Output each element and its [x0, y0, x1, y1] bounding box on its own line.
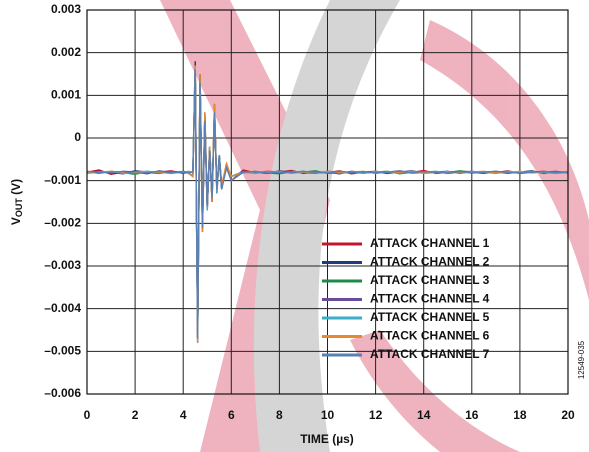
- x-tick-label: 14: [417, 408, 431, 422]
- y-tick-label: –0.003: [44, 258, 81, 272]
- watermark: [160, 0, 589, 452]
- x-tick-label: 4: [180, 408, 187, 422]
- y-tick-label: –0.002: [44, 216, 81, 230]
- legend-label: ATTACK CHANNEL 2: [370, 255, 490, 269]
- y-tick-label: 0: [74, 130, 81, 144]
- y-label-unit: (V): [9, 179, 23, 198]
- y-label-sub: OUT: [14, 198, 24, 218]
- x-tick-label: 6: [228, 408, 235, 422]
- y-tick-label: –0.005: [44, 344, 81, 358]
- x-axis-label: TIME (µs): [300, 432, 354, 446]
- y-tick-label: –0.004: [44, 301, 81, 315]
- y-tick-label: 0.003: [51, 2, 81, 16]
- y-tick-label: 0.002: [51, 45, 81, 59]
- legend-label: ATTACK CHANNEL 5: [370, 310, 490, 324]
- x-tick-label: 10: [321, 408, 335, 422]
- x-tick-label: 2: [132, 408, 139, 422]
- legend-label: ATTACK CHANNEL 1: [370, 236, 490, 250]
- legend-label: ATTACK CHANNEL 3: [370, 273, 490, 287]
- x-tick-label: 20: [561, 408, 575, 422]
- legend-label: ATTACK CHANNEL 7: [370, 347, 490, 361]
- plot-frame: [86, 9, 569, 395]
- y-label-main: V: [9, 217, 23, 225]
- x-tick-label: 18: [513, 408, 527, 422]
- x-tick-label: 8: [276, 408, 283, 422]
- legend-label: ATTACK CHANNEL 4: [370, 292, 490, 306]
- figure-id: 12549-035: [577, 340, 586, 379]
- y-tick-label: –0.006: [44, 386, 81, 400]
- x-tick-label: 0: [84, 408, 91, 422]
- series-line: [86, 69, 569, 339]
- x-tick-label: 16: [465, 408, 479, 422]
- x-tick-label: 12: [369, 408, 383, 422]
- legend-label: ATTACK CHANNEL 6: [370, 329, 490, 343]
- plot: [86, 61, 569, 343]
- y-axis-label: VOUT (V): [9, 179, 24, 225]
- y-tick-label: 0.001: [51, 88, 81, 102]
- legend: ATTACK CHANNEL 1 ATTACK CHANNEL 2 ATTACK C…: [322, 236, 490, 361]
- y-tick-label: –0.001: [44, 173, 81, 187]
